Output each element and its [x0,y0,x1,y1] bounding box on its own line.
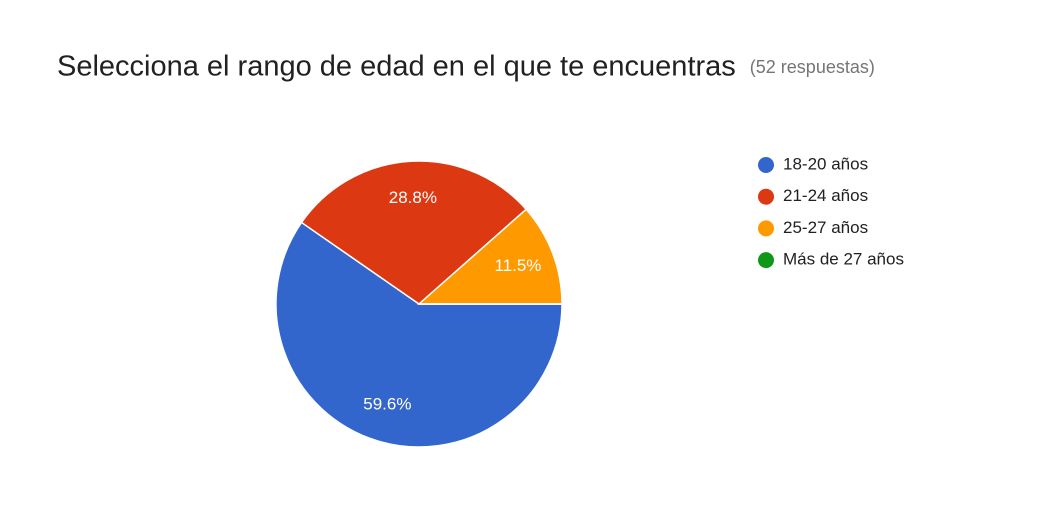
chart-title: Selecciona el rango de edad en el que te… [57,51,736,83]
chart-subtitle: (52 respuestas) [750,57,875,77]
slice-label: 28.8% [389,188,437,207]
pie-slice [300,160,528,305]
legend-swatch [758,252,774,269]
legend-label: Más de 27 años [783,250,904,269]
legend-label: 25-27 años [783,218,868,237]
legend-swatch [758,157,774,173]
legend-swatch [758,188,774,205]
pie-slice [417,208,563,305]
pie-slice [275,221,563,448]
slice-label: 11.5% [494,256,541,275]
legend-label: 21-24 años [783,186,868,205]
legend-label: 18-20 años [783,154,868,173]
legend-swatch [758,220,774,237]
slice-label: 59.6% [363,394,411,413]
